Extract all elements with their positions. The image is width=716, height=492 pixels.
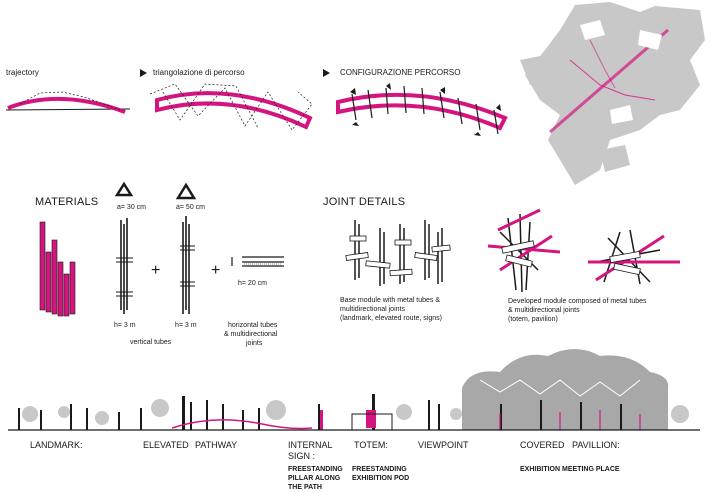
triangle-icon-large (175, 182, 197, 200)
internal-sub-1: FREESTANDING (288, 466, 343, 473)
joint-details-heading: JOINT DETAILS (323, 196, 406, 208)
horizontal-caption-3: joints (246, 340, 263, 347)
totem-label: TOTEM: (354, 440, 388, 450)
internal-sub-3: THE PATH (288, 484, 322, 491)
base-module-line3: (landmark, elevated route, signs) (340, 315, 442, 322)
pathway-label: PATHWAY (195, 440, 238, 450)
vertical-tubes-caption: vertical tubes (130, 339, 172, 346)
base-module-illustration (345, 220, 451, 286)
horizontal-caption-1: horizontal tubes (228, 322, 278, 329)
height-label-2: h= 3 m (175, 322, 197, 329)
internal-sub-2: PILLAR ALONG (288, 475, 341, 482)
tube-size-large: a= 50 cm (176, 204, 205, 211)
configuration-diagram (336, 83, 508, 136)
internal-label-1: INTERNAL (288, 440, 333, 450)
developed-line3: (totem, pavilion) (508, 316, 558, 323)
tube-stack-illustration (39, 221, 76, 317)
vertical-tubes-b (180, 216, 195, 314)
pavillion-label: PAVILLION: (572, 440, 620, 450)
internal-label-2: SIGN : (288, 451, 316, 461)
totem-sub-2: EXHIBITION POD (352, 475, 410, 482)
totem-sub-1: FREESTANDING (352, 466, 407, 473)
section-elevation (8, 349, 700, 431)
materials-heading: MATERIALS (35, 196, 99, 208)
developed-module-illustration-1 (487, 208, 561, 293)
bullet-arrow-1 (140, 69, 147, 77)
base-module-line2: multidirectional joints (340, 306, 405, 313)
horizontal-tubes (231, 256, 284, 267)
base-module-line1: Base module with metal tubes & (340, 297, 440, 304)
trajectory-label: trajectory (6, 68, 39, 77)
triangle-icon-small (114, 181, 134, 197)
elevated-label: ELEVATED (143, 440, 189, 450)
developed-line1: Developed module composed of metal tubes (508, 298, 647, 305)
developed-line2: & multidirectional joints (508, 307, 580, 314)
tube-size-small: a= 30 cm (117, 204, 146, 211)
horizontal-caption-2: & multidirectional (224, 331, 278, 338)
landmark-label: LANDMARK: (30, 440, 83, 450)
viewpoint-label: VIEWPOINT (418, 440, 469, 450)
covered-label: COVERED (520, 440, 565, 450)
height-label-3: h= 20 cm (238, 280, 267, 287)
pavillion-sub: EXHIBITION MEETING PLACE (520, 466, 620, 473)
plus-sign-1: + (151, 262, 161, 279)
configuration-label: CONFIGURAZIONE PERCORSO (340, 68, 461, 77)
plus-sign-2: + (211, 262, 221, 279)
height-label-1: h= 3 m (114, 322, 136, 329)
trajectory-diagram (5, 91, 131, 114)
triangulation-diagram (149, 83, 313, 131)
developed-module-illustration-2 (588, 229, 680, 285)
map-white-blocks (580, 20, 662, 124)
triangulation-label: triangolazione di percorso (153, 68, 245, 77)
site-map (520, 2, 705, 185)
bullet-arrow-2 (323, 69, 330, 77)
vertical-tubes-a (116, 218, 133, 314)
